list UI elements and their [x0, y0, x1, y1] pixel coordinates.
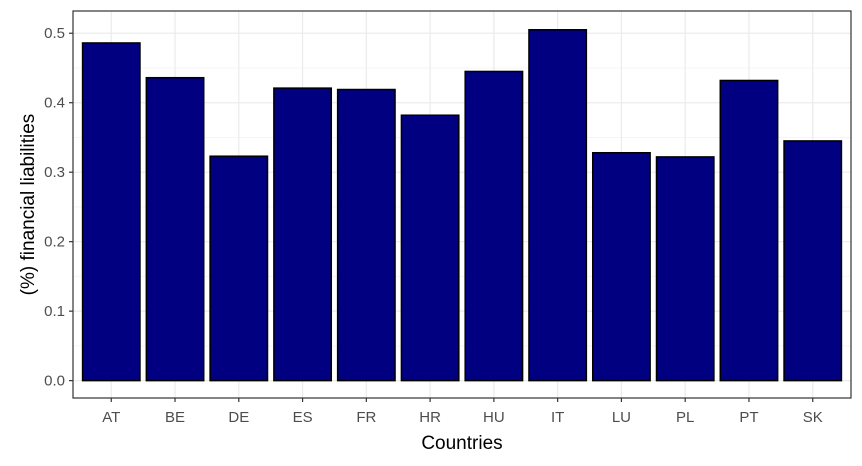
bar-hr — [400, 114, 460, 382]
bar-lu — [591, 151, 651, 382]
x-tick-label: HR — [419, 409, 441, 426]
x-tick-label: IT — [551, 409, 564, 426]
panel-border — [72, 10, 852, 399]
x-tick-label: SK — [803, 409, 823, 426]
bar-pt — [719, 79, 779, 382]
x-tick-label: HU — [483, 409, 505, 426]
y-tick-label: 0.2 — [44, 234, 65, 251]
x-axis-title: Countries — [421, 433, 502, 454]
y-axis-ticks: 0.0 0.1 0.2 0.3 0.4 0.5 — [44, 25, 73, 390]
x-tick-label: FR — [356, 409, 376, 426]
bars — [81, 29, 843, 382]
y-tick-label: 0.1 — [44, 303, 65, 320]
x-tick-label: PT — [739, 409, 758, 426]
x-tick-label: LU — [612, 409, 631, 426]
bar-be — [145, 76, 205, 382]
y-tick-label: 0.3 — [44, 164, 65, 181]
y-tick-label: 0.0 — [44, 373, 65, 390]
x-tick-label: DE — [228, 409, 249, 426]
y-tick-label: 0.5 — [44, 25, 65, 42]
x-tick-label: BE — [165, 409, 185, 426]
bar-hu — [464, 70, 524, 382]
bar-fr — [336, 88, 396, 382]
bar-de — [209, 155, 269, 382]
y-axis-title: (%) financial liabilities — [18, 114, 39, 296]
x-tick-label: PL — [676, 409, 694, 426]
bar-it — [528, 29, 588, 382]
bar-es — [273, 87, 333, 382]
x-axis-ticks: AT BE DE ES FR HR HU IT LU PL PT SK — [102, 398, 823, 426]
y-tick-label: 0.4 — [44, 95, 65, 112]
x-tick-label: ES — [293, 409, 313, 426]
bar-sk — [783, 140, 843, 382]
bar-at — [81, 42, 141, 382]
bar-pl — [655, 156, 715, 382]
x-tick-label: AT — [102, 409, 120, 426]
